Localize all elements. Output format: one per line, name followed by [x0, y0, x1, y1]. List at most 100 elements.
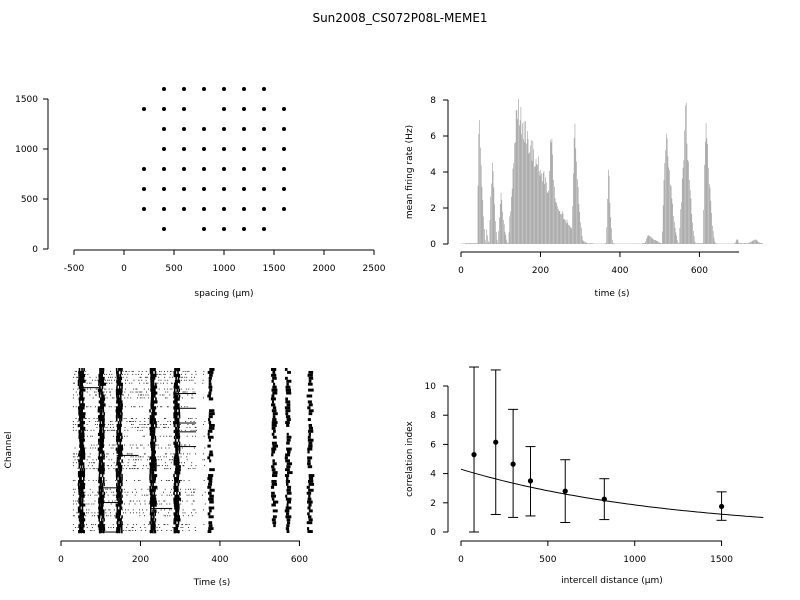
spike-mark: [180, 479, 181, 481]
histogram-bar: [673, 216, 674, 244]
raster-row: [77, 506, 311, 510]
spike-mark: [108, 465, 109, 467]
spike-mark: [110, 370, 112, 372]
spike-mark: [154, 524, 156, 528]
spike-mark: [166, 530, 168, 531]
burst-mark: [99, 494, 105, 498]
spike-mark: [153, 515, 155, 519]
spike-mark: [100, 409, 103, 413]
spike-mark: [116, 441, 119, 445]
spike-mark: [76, 512, 78, 514]
burst-train: [150, 507, 173, 509]
spike-mark: [117, 524, 119, 528]
spike-mark: [88, 462, 90, 464]
histogram-bar: [560, 213, 561, 244]
histogram-bar: [646, 236, 648, 244]
histogram-bar: [548, 190, 550, 244]
histogram-bar: [533, 149, 534, 244]
spike-mark: [103, 444, 105, 446]
burst-mark: [117, 512, 122, 516]
spike-mark: [178, 441, 181, 445]
spike-mark: [180, 527, 182, 529]
spike-mark: [195, 418, 197, 419]
spike-mark: [84, 453, 86, 455]
spike-mark: [141, 494, 143, 496]
histogram-bar: [574, 123, 576, 244]
burst-mark: [308, 477, 314, 480]
raster-row: [77, 468, 290, 472]
spike-mark: [126, 421, 128, 422]
spike-mark: [119, 394, 122, 398]
histogram-bar: [535, 158, 537, 244]
histogram-bar: [760, 243, 762, 244]
burst-mark: [207, 394, 211, 398]
spike-mark: [150, 509, 152, 513]
spike-mark: [100, 429, 103, 434]
spike-mark: [144, 503, 146, 505]
spike-mark: [193, 421, 195, 422]
spike-mark: [149, 459, 150, 461]
histogram-bar: [688, 161, 689, 244]
spike-mark: [179, 426, 180, 428]
spike-mark: [180, 503, 182, 505]
histogram-bar: [572, 206, 573, 244]
spike-mark: [163, 373, 165, 375]
spike-mark: [83, 426, 86, 431]
histogram-bar: [748, 242, 750, 244]
histogram-bar: [484, 229, 485, 244]
raster-row: [74, 459, 311, 463]
spike-mark: [132, 530, 134, 531]
histogram-bar: [739, 243, 741, 244]
burst-mark: [286, 530, 290, 533]
spike-mark: [104, 373, 105, 375]
burst-mark: [174, 415, 177, 419]
y-tick-label: 0: [430, 528, 436, 538]
histogram-bar: [539, 175, 541, 244]
spike-mark: [84, 397, 85, 399]
spike-mark: [164, 488, 166, 490]
spike-mark: [156, 444, 158, 446]
spike-mark: [72, 456, 74, 458]
spike-mark: [169, 503, 171, 505]
burst-mark: [80, 426, 85, 430]
spike-mark: [120, 468, 123, 472]
spike-mark: [142, 435, 144, 437]
spike-mark: [193, 488, 194, 490]
spike-mark: [188, 527, 189, 529]
spike-mark: [108, 391, 110, 393]
spike-mark: [112, 500, 113, 502]
spike-mark: [115, 415, 118, 419]
spike-mark: [163, 491, 164, 493]
burst-mark: [117, 426, 122, 430]
y-tick-label: 1500: [15, 95, 38, 105]
raster-row: [75, 418, 311, 422]
histogram-bar: [762, 243, 763, 244]
spike-mark: [97, 491, 99, 493]
spike-mark: [119, 373, 122, 378]
y-tick-label: 0: [430, 240, 436, 250]
spike-mark: [186, 453, 188, 455]
histogram-bar: [510, 211, 511, 244]
burst-mark: [151, 459, 157, 463]
burst-mark: [117, 479, 122, 483]
data-point: [510, 461, 516, 467]
spike-mark: [141, 373, 142, 375]
burst-mark: [175, 524, 179, 528]
spike-mark: [157, 512, 159, 514]
burst-mark: [286, 500, 292, 504]
spike-mark: [115, 447, 118, 451]
spike-mark: [126, 479, 127, 481]
spike-mark: [75, 429, 77, 431]
burst-mark: [116, 462, 120, 466]
histogram-bar: [612, 243, 614, 244]
raster-row: [77, 474, 315, 478]
spike-mark: [178, 409, 180, 413]
spike-mark: [180, 388, 182, 390]
spike-mark: [78, 376, 80, 381]
spike-mark: [188, 488, 189, 490]
spike-mark: [121, 403, 123, 407]
histogram-bar: [470, 243, 472, 244]
raster-row: [78, 432, 312, 437]
spike-mark: [168, 512, 170, 514]
spike-mark: [108, 373, 110, 375]
